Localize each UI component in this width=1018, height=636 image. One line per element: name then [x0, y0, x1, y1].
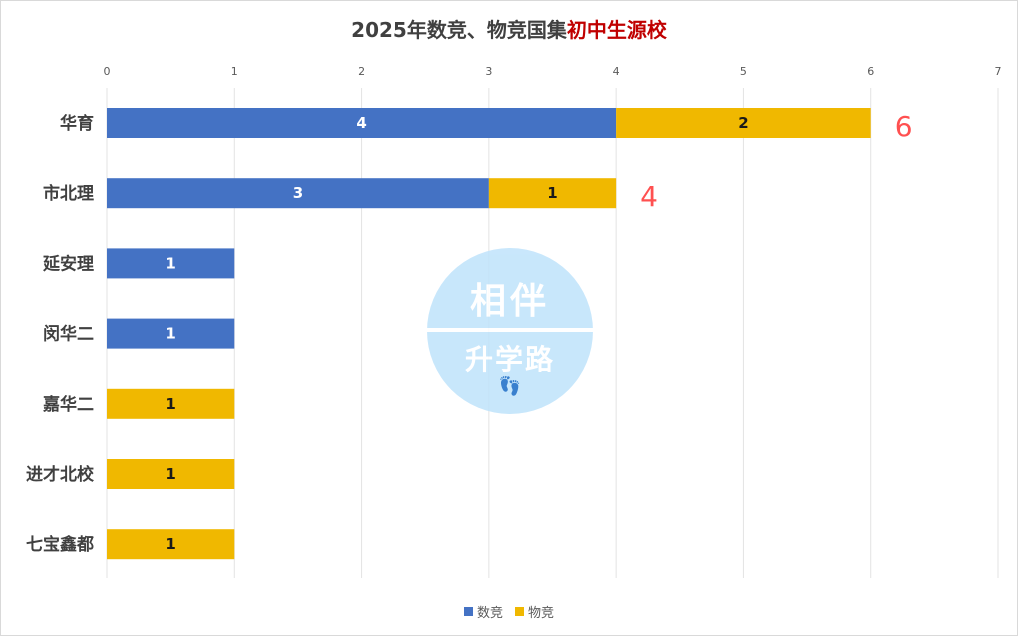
bar-math-4 [107, 318, 235, 349]
footprints-icon: 👣 [498, 376, 522, 397]
legend-item-physics: 物竞 [515, 602, 554, 621]
category-label-5: 嘉华二 [42, 394, 94, 415]
bar-math-3 [107, 248, 235, 279]
bar-value-label-math-1: 4 [356, 114, 366, 132]
x-tick-label-0: 0 [104, 65, 111, 78]
chart-legend: 数竞 物竞 [0, 602, 1018, 621]
bar-value-label-math-2: 3 [293, 184, 303, 202]
bar-physics-2 [488, 178, 617, 209]
legend-swatch-physics [515, 607, 524, 616]
bar-value-label-physics-7: 1 [165, 535, 175, 553]
bar-math-2 [107, 178, 489, 209]
category-label-1: 华育 [60, 113, 94, 134]
bar-value-label-math-3: 1 [165, 254, 175, 272]
x-tick-label-3: 3 [485, 65, 492, 78]
bar-value-label-physics-5: 1 [165, 395, 175, 413]
bar-math-1 [107, 108, 617, 138]
total-label-1: 6 [895, 110, 913, 143]
chart-title-highlight: 初中生源校 [566, 18, 667, 42]
chart-title: 2025年数竞、物竞国集初中生源校 [0, 14, 1018, 43]
bar-physics-1 [616, 108, 871, 138]
x-tick-label-4: 4 [613, 65, 620, 78]
x-tick-label-2: 2 [358, 65, 365, 78]
legend-label-physics: 物竞 [528, 606, 555, 621]
watermark-logo: 相伴 升学路 👣 [427, 248, 593, 414]
chart-title-main: 2025年数竞、物竞国集 [351, 18, 567, 42]
legend-item-math: 数竞 [463, 602, 503, 621]
x-tick-label-7: 7 [995, 65, 1002, 78]
category-label-2: 市北理 [43, 183, 94, 204]
bar-value-label-math-4: 1 [165, 325, 175, 343]
category-label-3: 延安理 [42, 253, 94, 274]
legend-swatch-math [463, 607, 473, 616]
category-label-7: 七宝鑫都 [26, 534, 94, 555]
bar-value-label-physics-6: 1 [165, 465, 175, 483]
bar-physics-7 [107, 529, 235, 560]
watermark-divider [427, 328, 593, 332]
bar-value-label-physics-1: 2 [738, 114, 748, 132]
watermark-top-text: 相伴 [469, 281, 550, 322]
x-tick-label-5: 5 [740, 65, 747, 78]
watermark-bottom-text: 升学路 [464, 343, 555, 376]
x-tick-label-6: 6 [867, 65, 874, 78]
category-label-4: 闵华二 [43, 324, 94, 345]
legend-label-math: 数竞 [476, 606, 503, 621]
category-label-6: 进才北校 [26, 464, 95, 485]
total-label-2: 4 [640, 180, 658, 213]
bar-physics-6 [107, 459, 235, 489]
stacked-bar-chart: 0 1 2 3 4 5 6 7 华育 4 2 6 市北理 3 1 4 延安理 1 闵华二 1 嘉华二 1 进才北校 1 七宝鑫都… [26, 65, 1002, 578]
bar-value-label-physics-2: 1 [547, 184, 557, 202]
x-tick-label-1: 1 [231, 65, 238, 78]
bar-physics-5 [107, 388, 235, 419]
